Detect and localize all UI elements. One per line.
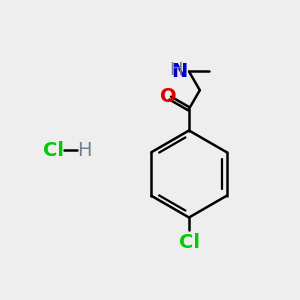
Text: Cl: Cl bbox=[178, 232, 200, 251]
Text: H: H bbox=[169, 61, 182, 79]
Text: Cl: Cl bbox=[44, 140, 64, 160]
Text: H: H bbox=[77, 140, 91, 160]
Text: N: N bbox=[171, 62, 188, 81]
Text: O: O bbox=[160, 87, 177, 106]
